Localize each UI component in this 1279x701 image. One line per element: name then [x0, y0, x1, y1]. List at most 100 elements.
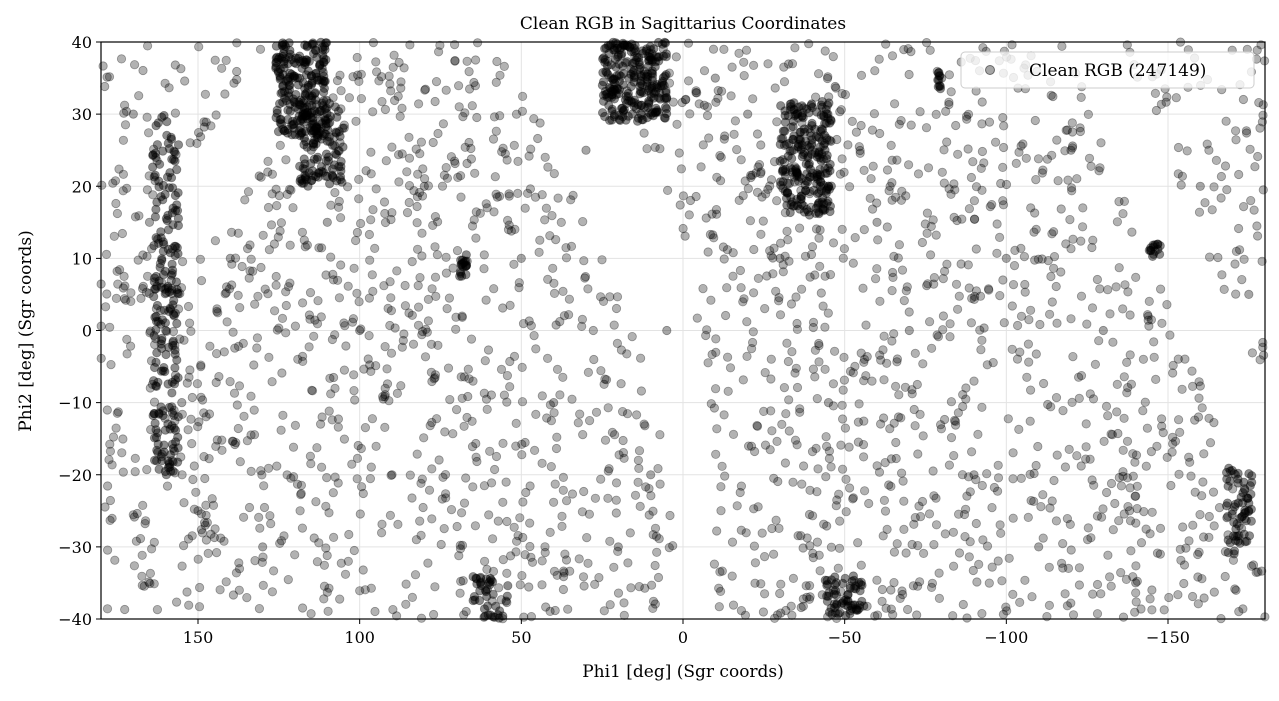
- scatter-point: [922, 228, 932, 238]
- scatter-point: [1234, 223, 1244, 234]
- scatter-point: [201, 412, 211, 422]
- scatter-point: [168, 326, 178, 337]
- scatter-point: [239, 411, 249, 421]
- scatter-point: [504, 189, 514, 199]
- scatter-point: [479, 612, 489, 622]
- scatter-point: [461, 261, 471, 271]
- scatter-point: [636, 386, 647, 396]
- scatter-point: [867, 125, 878, 135]
- scatter-point: [175, 288, 185, 299]
- scatter-point: [1184, 452, 1194, 462]
- scatter-point: [1128, 471, 1138, 481]
- scatter-point: [459, 372, 469, 382]
- scatter-point: [347, 459, 357, 469]
- scatter-point: [469, 77, 479, 88]
- scatter-point: [915, 511, 926, 522]
- scatter-point: [753, 273, 764, 283]
- scatter-point: [814, 207, 824, 217]
- scatter-point: [698, 140, 708, 150]
- scatter-point: [491, 601, 501, 611]
- scatter-point: [648, 506, 658, 516]
- scatter-point: [714, 602, 724, 612]
- scatter-point: [784, 178, 795, 189]
- scatter-point: [1125, 506, 1135, 516]
- scatter-point: [459, 498, 470, 508]
- scatter-point: [653, 463, 663, 474]
- scatter-point: [322, 136, 332, 146]
- scatter-point: [173, 432, 183, 442]
- scatter-point: [1081, 442, 1091, 452]
- scatter-point: [838, 253, 848, 263]
- scatter-point: [405, 40, 415, 50]
- scatter-point: [792, 324, 803, 334]
- scatter-point: [748, 94, 758, 104]
- scatter-point: [601, 89, 611, 100]
- scatter-point: [1141, 461, 1151, 471]
- scatter-point: [297, 351, 308, 361]
- scatter-point: [1024, 357, 1034, 367]
- scatter-point: [298, 110, 308, 120]
- scatter-point: [167, 284, 177, 294]
- scatter-point: [322, 472, 332, 483]
- scatter-point: [533, 133, 543, 144]
- scatter-point: [467, 221, 478, 231]
- scatter-point: [963, 109, 974, 119]
- scatter-point: [938, 273, 948, 284]
- scatter-point: [1255, 355, 1265, 365]
- scatter-point: [201, 117, 211, 127]
- scatter-point: [467, 101, 477, 111]
- scatter-point: [1240, 513, 1250, 524]
- scatter-point: [482, 564, 492, 575]
- scatter-point: [300, 170, 310, 180]
- scatter-point: [1118, 612, 1129, 622]
- scatter-point: [674, 148, 684, 158]
- scatter-point: [786, 99, 796, 109]
- scatter-point: [811, 203, 821, 213]
- scatter-point: [494, 191, 505, 201]
- scatter-point: [912, 610, 922, 620]
- scatter-point: [839, 375, 850, 385]
- scatter-point: [210, 524, 220, 534]
- scatter-point: [156, 192, 166, 202]
- scatter-point: [816, 156, 826, 166]
- scatter-point: [168, 443, 178, 453]
- scatter-point: [170, 308, 180, 318]
- scatter-point: [778, 166, 788, 176]
- scatter-point: [795, 407, 805, 417]
- scatter-point: [472, 38, 483, 48]
- scatter-point: [604, 100, 614, 111]
- scatter-point: [1155, 241, 1165, 251]
- scatter-point: [946, 432, 957, 443]
- scatter-point: [172, 200, 182, 210]
- scatter-point: [805, 172, 815, 182]
- scatter-point: [822, 150, 832, 160]
- scatter-point: [625, 528, 635, 538]
- scatter-point: [249, 405, 259, 415]
- scatter-point: [172, 597, 182, 607]
- scatter-point: [1113, 428, 1123, 439]
- scatter-point: [417, 228, 427, 238]
- scatter-point: [766, 354, 776, 364]
- scatter-point: [502, 597, 512, 608]
- scatter-point: [145, 568, 155, 579]
- scatter-point: [914, 577, 925, 587]
- scatter-point: [385, 277, 395, 287]
- scatter-point: [299, 154, 309, 164]
- scatter-point: [309, 106, 320, 116]
- scatter-point: [293, 80, 303, 90]
- scatter-point: [380, 208, 390, 219]
- scatter-point: [820, 205, 830, 215]
- scatter-point: [283, 88, 293, 98]
- scatter-point: [310, 45, 321, 55]
- scatter-point: [1253, 567, 1263, 577]
- scatter-point: [755, 168, 766, 179]
- scatter-point: [483, 345, 494, 355]
- scatter-point: [639, 102, 649, 113]
- scatter-point: [305, 123, 315, 133]
- scatter-point: [1162, 452, 1172, 462]
- scatter-point: [351, 116, 361, 126]
- scatter-point: [494, 606, 505, 616]
- scatter-point: [227, 227, 237, 237]
- scatter-point: [366, 366, 376, 376]
- scatter-point: [1242, 536, 1252, 546]
